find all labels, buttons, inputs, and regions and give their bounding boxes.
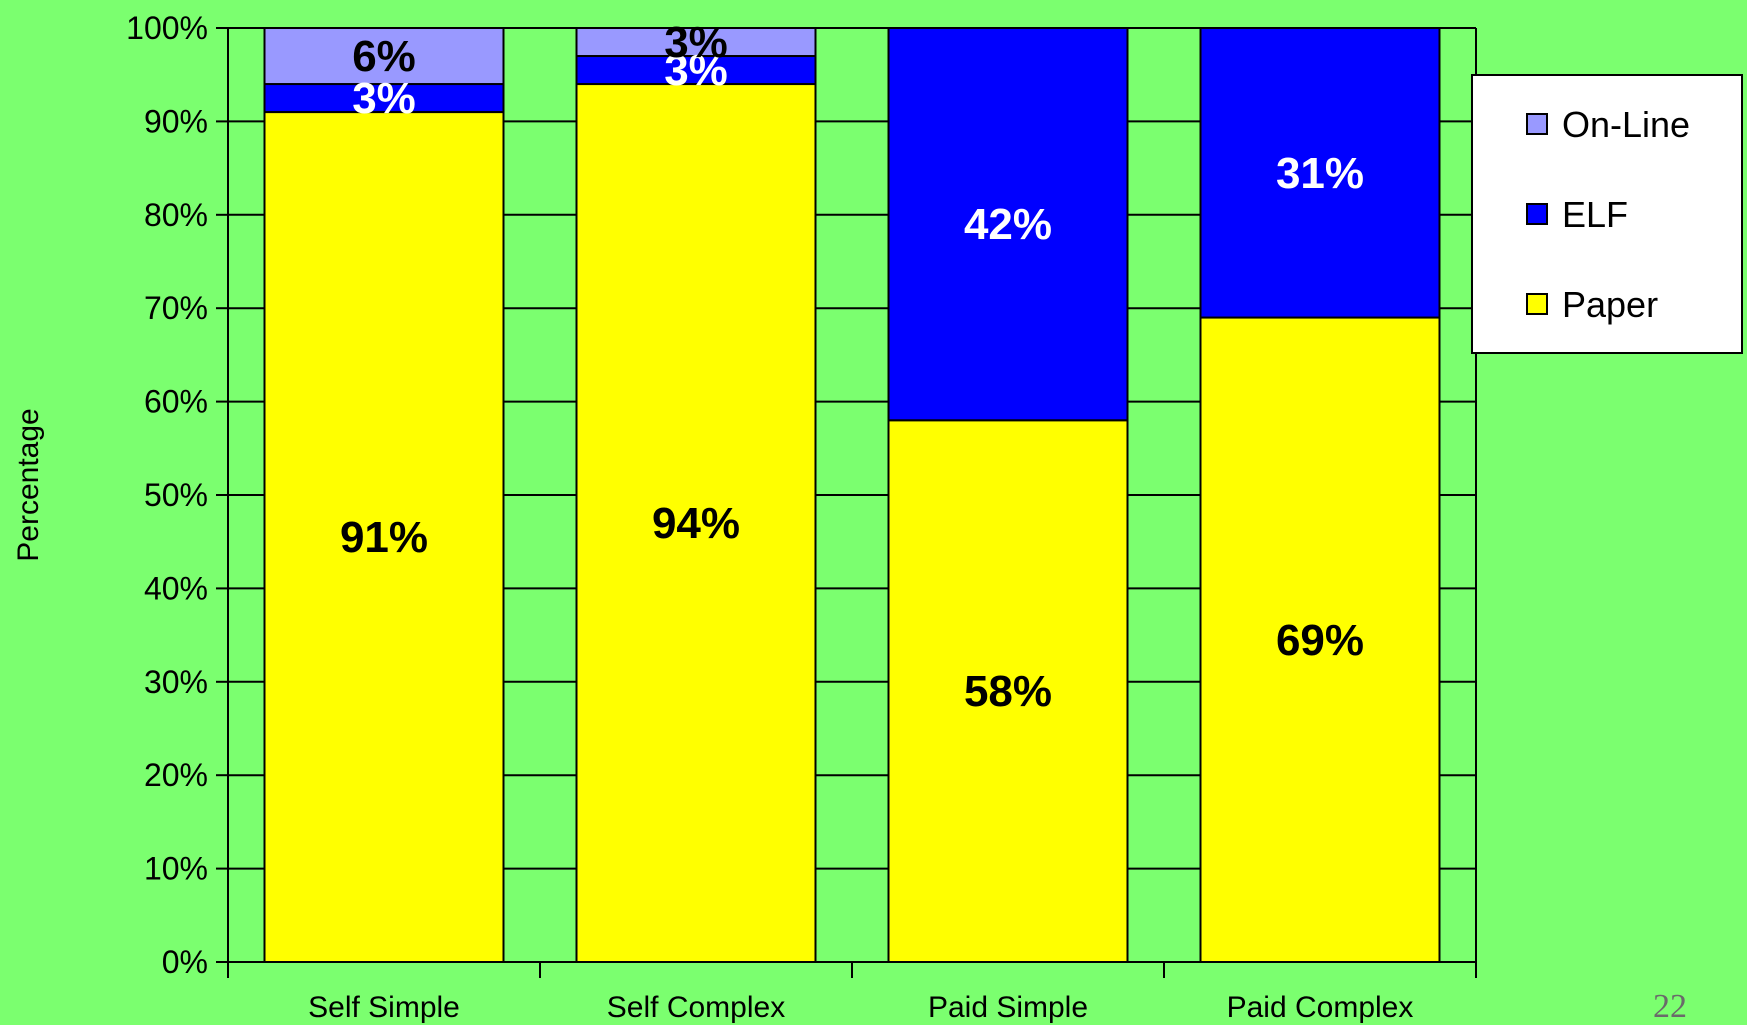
data-label: 42% [964, 200, 1052, 249]
y-tick-label: 10% [144, 851, 208, 887]
axes: Self Simple Self Complex Paid Simple Paid C… [126, 10, 1477, 1024]
legend-entry: Paper [1562, 284, 1658, 325]
x-tick-label: Self Simple [308, 991, 460, 1024]
legend-swatch [1526, 293, 1548, 315]
legend-entry: ELF [1562, 194, 1628, 235]
legend-entry: On-Line [1562, 104, 1690, 145]
y-tick-label: 20% [144, 757, 208, 793]
y-axis-label: Percentage [12, 408, 45, 561]
x-tick-label: Paid Complex [1227, 991, 1414, 1024]
bar-segment [263, 27, 505, 86]
y-tick-label: 100% [126, 10, 208, 46]
legend-swatch [1526, 113, 1548, 135]
data-label: 3% [352, 74, 416, 123]
y-tick-label: 90% [144, 103, 208, 139]
y-tick-label: 60% [144, 384, 208, 420]
data-label: 6% [352, 32, 416, 81]
bar-segment [887, 419, 1129, 963]
y-tick-label: 70% [144, 290, 208, 326]
bar-segment [1199, 316, 1441, 964]
x-tick-label: Self Complex [607, 991, 785, 1024]
data-label: 91% [340, 513, 428, 562]
page-number: 22 [1653, 988, 1687, 1025]
y-tick-label: 30% [144, 664, 208, 700]
data-label: 94% [652, 499, 740, 548]
bar-segment [575, 27, 817, 58]
bar-segment [575, 83, 817, 964]
y-tick-label: 40% [144, 570, 208, 606]
legend-box [1471, 74, 1743, 354]
y-tick-label: 0% [162, 944, 208, 980]
data-label: 69% [1276, 616, 1364, 665]
data-label: 3% [664, 18, 728, 67]
x-tick-label: Paid Simple [928, 991, 1088, 1024]
data-labels: 91%3%6%94%3%3%58%42%69%31% [340, 18, 1364, 716]
data-label: 31% [1276, 149, 1364, 198]
data-label: 58% [964, 667, 1052, 716]
y-tick-label: 50% [144, 477, 208, 513]
data-label: 3% [664, 46, 728, 95]
legend: On-Line ELF Paper [1471, 74, 1743, 354]
bar-segment [1199, 27, 1441, 319]
bar-segment [575, 55, 817, 86]
legend-swatch [1526, 203, 1548, 225]
bars [263, 27, 1441, 964]
bar-segment [887, 27, 1129, 422]
y-tick-label: 80% [144, 197, 208, 233]
